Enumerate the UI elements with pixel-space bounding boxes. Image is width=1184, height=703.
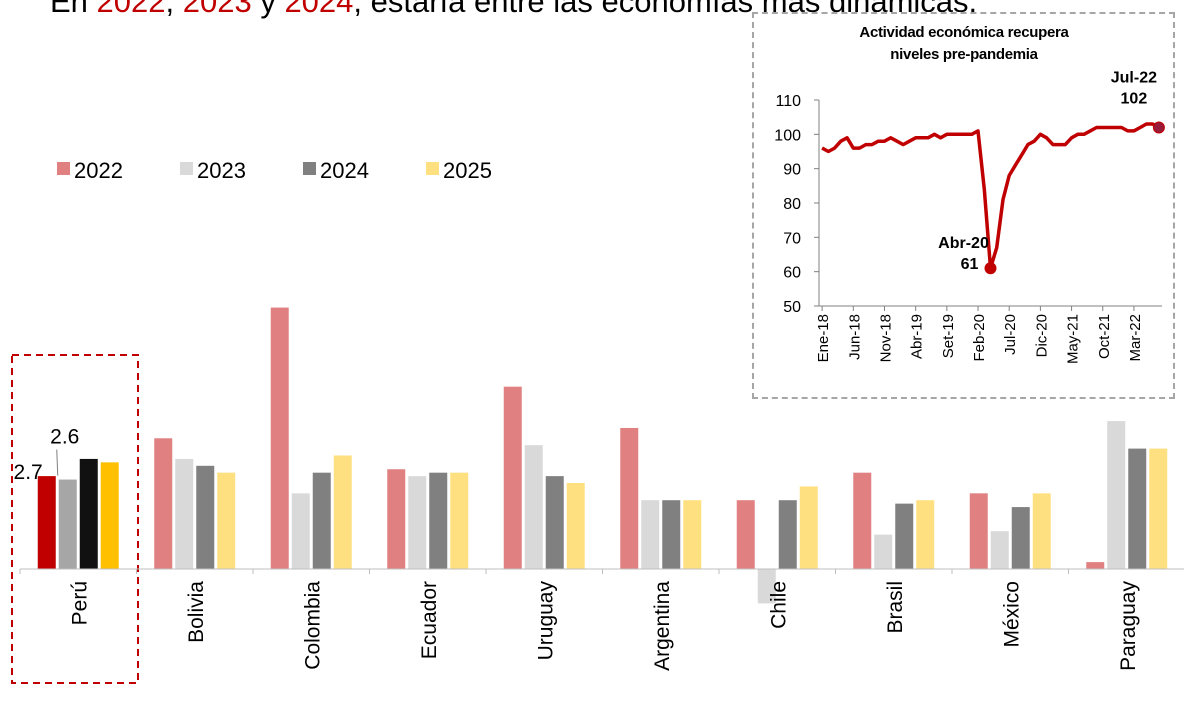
point-marker	[984, 262, 997, 275]
legend-label: 2023	[197, 158, 246, 183]
bar	[853, 472, 872, 569]
annotation-label: Jul-22	[1111, 69, 1157, 86]
label-leader	[56, 449, 59, 476]
bar	[799, 486, 818, 569]
y-tick-label: 100	[774, 127, 801, 144]
x-tick-label: Colombia	[301, 581, 324, 670]
legend-swatch	[303, 162, 316, 175]
x-tick-label: Jun-18	[846, 314, 863, 360]
x-tick-label: Mar-22	[1127, 314, 1144, 362]
bar	[1032, 493, 1051, 569]
bar	[757, 569, 776, 604]
bar	[990, 531, 1009, 569]
title-part: 2022	[97, 0, 166, 19]
x-tick-label: Set-19	[940, 314, 957, 358]
bar	[387, 469, 406, 569]
bar	[1086, 562, 1105, 569]
title-part: 2023	[183, 0, 252, 19]
annotation-value: 61	[961, 256, 979, 273]
bar	[683, 500, 702, 569]
x-tick-label: May-21	[1065, 314, 1082, 364]
x-tick-label: Nov-18	[877, 314, 894, 362]
y-tick-label: 80	[783, 196, 801, 213]
bar	[450, 472, 469, 569]
bar	[196, 465, 215, 569]
bar	[545, 476, 564, 569]
annotation-label: Abr-20	[938, 235, 989, 252]
y-tick-label: 90	[783, 162, 801, 179]
bar	[916, 500, 935, 569]
legend-label: 2025	[443, 158, 492, 183]
x-tick-label: Abr-19	[909, 314, 926, 359]
inset-title: Actividad económica recupera niveles pre…	[859, 24, 1069, 63]
x-tick-label: Bolivia	[185, 581, 208, 643]
title-part: 2024	[284, 0, 353, 19]
bar	[1107, 421, 1126, 569]
bar	[641, 500, 660, 569]
bar	[969, 493, 988, 569]
line	[821, 122, 1160, 270]
bar	[100, 462, 119, 569]
bar	[1149, 448, 1168, 569]
bar	[429, 472, 448, 569]
legend-swatch	[426, 162, 439, 175]
bar	[58, 479, 77, 569]
title-part: En	[50, 0, 97, 19]
legend-label: 2024	[320, 158, 369, 183]
inset-chart: Actividad económica recupera niveles pre…	[752, 12, 1175, 399]
x-tick-label: Oct-21	[1096, 314, 1113, 359]
x-tick-label: Brasil	[884, 581, 907, 634]
bar	[662, 500, 681, 569]
x-tick-label: Perú	[68, 581, 91, 625]
x-tick-label: Ecuador	[418, 581, 441, 659]
bar	[333, 455, 352, 569]
bar	[620, 427, 639, 569]
bar	[1011, 507, 1030, 569]
bar	[1128, 448, 1147, 569]
bar	[291, 493, 310, 569]
bar	[217, 472, 236, 569]
x-tick-label: Ene-18	[815, 314, 832, 362]
bar	[736, 500, 755, 569]
bar	[778, 500, 797, 569]
data-label: 2.6	[50, 426, 79, 449]
title-part: ,	[166, 0, 183, 19]
legend-label: 2022	[74, 158, 123, 183]
x-tick-label: Argentina	[651, 581, 674, 671]
y-tick-label: 60	[783, 265, 801, 282]
highlight-box	[11, 354, 139, 684]
bar	[524, 445, 543, 569]
bar	[175, 458, 194, 569]
x-tick-label: Chile	[767, 581, 790, 629]
bar	[312, 472, 331, 569]
legend-swatch	[180, 162, 193, 175]
annotation-value: 102	[1121, 90, 1148, 107]
bar	[503, 386, 522, 569]
y-tick-label: 70	[783, 230, 801, 247]
inset-plot: 50 60 70 80 90 100 110 Ene-18 Jun-18 Nov-18 Abr-19…	[774, 69, 1165, 364]
x-tick-label: Uruguay	[534, 581, 557, 661]
data-label: 2.7	[14, 461, 43, 484]
bar	[408, 476, 427, 569]
title-part: y	[252, 0, 285, 19]
x-tick-label: México	[1000, 581, 1023, 648]
x-tick-label: Dic-20	[1033, 314, 1050, 357]
point-marker	[1152, 121, 1165, 134]
bar	[566, 483, 585, 569]
bar	[79, 458, 98, 569]
x-tick-label: Feb-20	[971, 314, 988, 362]
x-tick-label: Paraguay	[1117, 581, 1140, 671]
legend-swatch	[57, 162, 70, 175]
bar	[154, 438, 173, 569]
bar	[270, 307, 289, 569]
y-tick-label: 110	[775, 93, 801, 110]
x-tick-label: Jul-20	[1002, 314, 1019, 355]
bar	[37, 476, 56, 569]
y-tick-label: 50	[783, 299, 801, 316]
bar	[874, 534, 893, 569]
bar	[895, 503, 914, 569]
